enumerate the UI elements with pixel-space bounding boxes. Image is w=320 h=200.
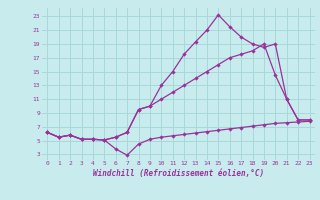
- X-axis label: Windchill (Refroidissement éolien,°C): Windchill (Refroidissement éolien,°C): [93, 169, 264, 178]
